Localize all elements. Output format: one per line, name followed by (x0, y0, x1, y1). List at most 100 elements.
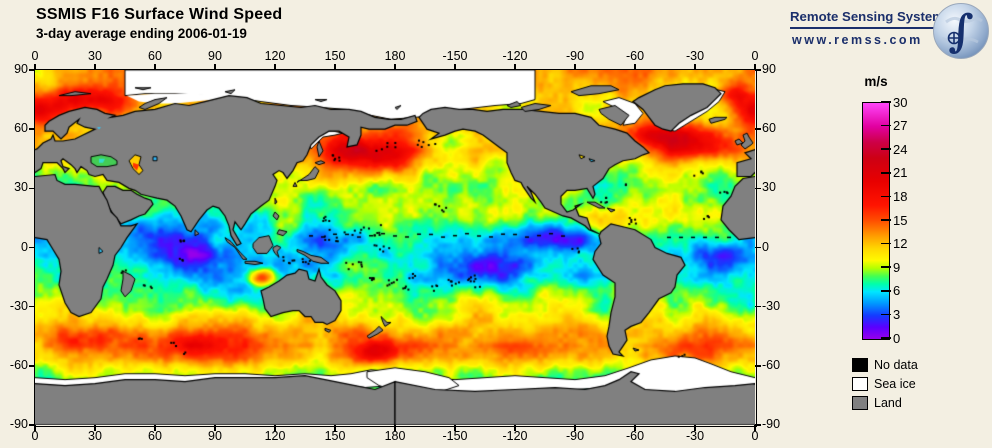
lon-tick-label-bottom: 0 (31, 429, 39, 443)
lat-tick-right (755, 246, 761, 249)
colorbar-tick (881, 172, 891, 174)
lat-tick-left (29, 128, 35, 130)
colorbar-tick-label: 18 (893, 188, 908, 204)
remss-url-link[interactable]: www.remss.com (792, 33, 923, 47)
lat-tick-label-right: -30 (762, 298, 781, 313)
lat-tick-right (755, 69, 761, 71)
lon-tick-label-top: -150 (442, 49, 468, 63)
earth-globe-logo-icon: ∫ (933, 3, 989, 59)
lon-tick-label-top: 90 (208, 49, 222, 63)
colorbar-tick-label: 27 (893, 118, 908, 134)
lat-tick-label-left: -90 (9, 417, 28, 431)
lat-tick-right (755, 128, 761, 130)
lon-tick-label-bottom: -30 (685, 429, 705, 443)
lat-tick-left (29, 365, 35, 367)
colorbar-tick (881, 313, 891, 316)
lon-tick-label-top: 120 (264, 49, 286, 63)
lon-tick-label-bottom: -60 (625, 429, 645, 443)
colorbar-tick (881, 266, 891, 268)
lon-tick-bottom (694, 425, 696, 431)
lat-tick-label-left: -60 (9, 357, 28, 372)
lat-tick-label-left: 0 (21, 239, 28, 254)
lon-tick-top (334, 64, 336, 70)
lon-tick-top (694, 64, 696, 70)
colorbar-units-label: m/s (864, 74, 888, 89)
colorbar-tick (881, 242, 891, 245)
colorbar-tick (881, 124, 891, 127)
lon-tick-bottom (94, 425, 96, 431)
lat-tick-right (755, 187, 761, 190)
legend-label: Land (874, 396, 902, 410)
lon-tick-label-top: -30 (685, 49, 705, 63)
lon-tick-bottom (34, 425, 36, 431)
lon-tick-bottom (634, 425, 636, 431)
remss-logo-text: Remote Sensing Systems (790, 9, 960, 29)
svg-text:∫: ∫ (948, 6, 973, 57)
lon-tick-label-bottom: -120 (502, 429, 528, 443)
colorbar-tick-label: 21 (893, 165, 908, 181)
lon-tick-top (574, 64, 576, 70)
lon-tick-bottom (334, 425, 336, 431)
lon-tick-top (274, 64, 276, 70)
lat-tick-label-left: 30 (14, 180, 28, 195)
lon-tick-label-bottom: 120 (264, 429, 286, 443)
lat-tick-right (755, 365, 761, 367)
colorbar-tick-label: 24 (893, 141, 908, 157)
colorbar-tick (881, 101, 891, 103)
legend-label: No data (874, 358, 918, 372)
wind-speed-colorbar (862, 102, 890, 340)
lon-tick-label-bottom: 30 (88, 429, 102, 443)
legend-label: Sea ice (874, 377, 916, 391)
lon-tick-top (394, 64, 396, 70)
lat-tick-label-right: 30 (762, 180, 776, 195)
lat-tick-label-left: 90 (14, 62, 28, 76)
lon-tick-bottom (214, 425, 216, 431)
colorbar-tick-label: 12 (893, 236, 908, 252)
colorbar-tick-label: 0 (893, 330, 901, 346)
legend-swatch (852, 396, 868, 410)
colorbar-tick (881, 148, 891, 150)
lon-tick-top (34, 64, 36, 70)
lon-tick-label-bottom: 180 (384, 429, 406, 443)
colorbar-tick (881, 337, 891, 339)
lon-tick-top (454, 64, 456, 70)
page-subtitle: 3-day average ending 2006-01-19 (36, 26, 247, 41)
lon-tick-top (634, 64, 636, 70)
lat-tick-label-right: 0 (762, 239, 769, 254)
lat-tick-left (29, 424, 35, 426)
lon-tick-bottom (454, 425, 456, 431)
lon-tick-label-bottom: 150 (324, 429, 346, 443)
lon-tick-label-top: -60 (625, 49, 645, 63)
colorbar-tick-label: 3 (893, 306, 901, 322)
lon-tick-bottom (394, 425, 396, 431)
lon-tick-bottom (574, 425, 576, 431)
colorbar-tick-label: 6 (893, 283, 901, 299)
lat-tick-label-right: -90 (762, 417, 781, 431)
lon-tick-top (94, 64, 96, 70)
page-title: SSMIS F16 Surface Wind Speed (36, 6, 283, 23)
lon-tick-label-top: -90 (565, 49, 585, 63)
colorbar-tick (881, 290, 891, 292)
lon-tick-bottom (754, 425, 756, 431)
lon-tick-label-bottom: -150 (442, 429, 468, 443)
lon-tick-top (214, 64, 216, 70)
lon-tick-bottom (154, 425, 156, 431)
lon-tick-bottom (274, 425, 276, 431)
lon-tick-bottom (514, 425, 516, 431)
legend-swatch (852, 377, 868, 391)
colorbar-tick-label: 30 (893, 94, 908, 110)
lat-tick-label-left: -30 (9, 298, 28, 313)
lon-tick-label-bottom: 60 (148, 429, 162, 443)
lat-tick-label-right: 60 (762, 121, 776, 136)
lon-tick-label-top: 0 (31, 49, 39, 63)
lon-tick-top (154, 64, 156, 70)
lon-tick-label-top: -120 (502, 49, 528, 63)
lat-tick-right (755, 424, 761, 426)
wind-speed-map (35, 70, 755, 425)
colorbar-tick-label: 9 (893, 259, 901, 275)
lat-tick-label-left: 60 (14, 121, 28, 136)
colorbar-tick (881, 219, 891, 221)
lon-tick-label-top: 150 (324, 49, 346, 63)
legend-swatch (852, 358, 868, 372)
